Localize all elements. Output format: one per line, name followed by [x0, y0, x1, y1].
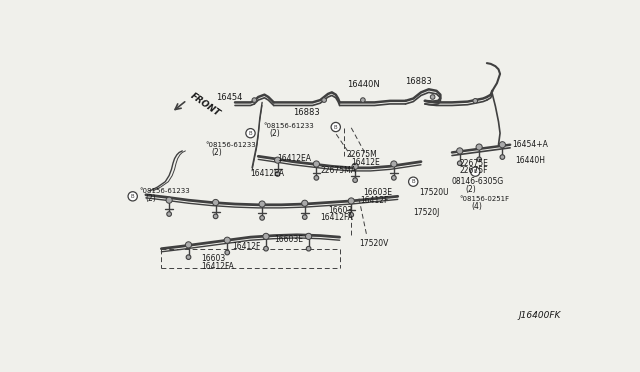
Text: 22675E: 22675E — [460, 160, 488, 169]
Circle shape — [252, 98, 257, 102]
Circle shape — [303, 215, 307, 219]
Text: 22675F: 22675F — [460, 166, 488, 174]
Circle shape — [353, 178, 358, 183]
Circle shape — [264, 246, 268, 251]
Text: °08156-61233: °08156-61233 — [139, 188, 189, 194]
Text: (2): (2) — [212, 148, 223, 157]
Text: 16454: 16454 — [216, 93, 242, 102]
Text: 16412FA: 16412FA — [202, 262, 234, 271]
Text: B: B — [334, 125, 337, 129]
Circle shape — [167, 212, 172, 217]
Circle shape — [313, 161, 319, 167]
Text: 22675M: 22675M — [347, 150, 378, 159]
Circle shape — [128, 192, 138, 201]
Text: 16603: 16603 — [328, 206, 352, 215]
Circle shape — [301, 200, 308, 206]
Circle shape — [225, 250, 230, 255]
Circle shape — [213, 214, 218, 219]
Circle shape — [305, 233, 312, 240]
Circle shape — [408, 177, 418, 186]
Circle shape — [457, 148, 463, 154]
Text: 16883: 16883 — [293, 108, 320, 117]
Text: 16440N: 16440N — [348, 80, 380, 89]
Circle shape — [186, 242, 191, 248]
Text: 16454+A: 16454+A — [513, 140, 548, 149]
Circle shape — [348, 198, 355, 204]
Circle shape — [259, 201, 265, 207]
Text: (2): (2) — [145, 194, 156, 203]
Circle shape — [430, 95, 435, 99]
Circle shape — [477, 157, 481, 162]
Text: (2): (2) — [465, 185, 476, 194]
Circle shape — [476, 144, 482, 150]
Text: 16412EA: 16412EA — [278, 154, 312, 163]
Text: B: B — [249, 131, 252, 136]
Text: 17520J: 17520J — [413, 208, 440, 217]
Circle shape — [224, 237, 230, 243]
Circle shape — [470, 167, 480, 176]
Text: °08156-0251F: °08156-0251F — [460, 196, 510, 202]
Circle shape — [307, 246, 311, 251]
Circle shape — [166, 197, 172, 203]
Text: FRONT: FRONT — [189, 91, 221, 118]
Circle shape — [331, 122, 340, 132]
Circle shape — [275, 157, 281, 163]
Circle shape — [392, 176, 396, 180]
Text: 17520U: 17520U — [419, 188, 449, 197]
Circle shape — [391, 161, 397, 167]
Circle shape — [212, 199, 219, 206]
Text: (4): (4) — [472, 202, 483, 211]
Text: 16440H: 16440H — [516, 155, 545, 165]
Text: B: B — [131, 194, 134, 199]
Circle shape — [186, 255, 191, 260]
Text: 16603: 16603 — [202, 254, 226, 263]
Text: (2): (2) — [269, 129, 280, 138]
Circle shape — [349, 212, 353, 217]
Text: °08156-61233: °08156-61233 — [263, 123, 314, 129]
Text: 16412E: 16412E — [351, 158, 380, 167]
Text: B: B — [474, 169, 477, 174]
Circle shape — [322, 98, 326, 102]
Circle shape — [275, 172, 280, 176]
Text: J16400FK: J16400FK — [518, 311, 561, 320]
Text: 16412F: 16412F — [233, 242, 261, 251]
Text: 16603E: 16603E — [274, 235, 303, 244]
Circle shape — [260, 216, 264, 220]
Text: 08146-6305G: 08146-6305G — [452, 177, 504, 186]
Text: 16412EA: 16412EA — [250, 170, 285, 179]
Text: 16603E: 16603E — [363, 188, 392, 197]
Circle shape — [500, 155, 505, 159]
Text: 16412F: 16412F — [360, 196, 389, 205]
Text: 16883: 16883 — [406, 77, 432, 86]
Circle shape — [360, 98, 365, 102]
Circle shape — [352, 163, 358, 169]
Text: 22675MA: 22675MA — [320, 166, 356, 174]
Circle shape — [473, 99, 477, 103]
Text: °08156-61233: °08156-61233 — [205, 142, 256, 148]
Circle shape — [499, 142, 506, 148]
Text: 17520V: 17520V — [359, 239, 388, 248]
Text: B: B — [412, 179, 415, 184]
Circle shape — [314, 176, 319, 180]
Text: 16412FA: 16412FA — [320, 214, 353, 222]
Circle shape — [458, 161, 462, 166]
Circle shape — [263, 233, 269, 240]
Circle shape — [246, 129, 255, 138]
